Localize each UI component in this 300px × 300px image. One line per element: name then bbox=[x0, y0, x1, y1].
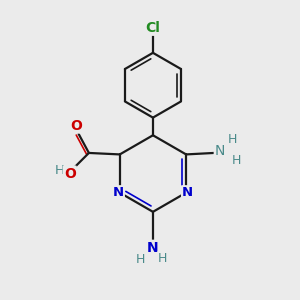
Text: H: H bbox=[228, 133, 237, 146]
Text: N: N bbox=[182, 186, 193, 199]
Text: H: H bbox=[232, 154, 241, 167]
Text: H: H bbox=[158, 252, 167, 266]
Text: H: H bbox=[55, 164, 64, 177]
Text: O: O bbox=[64, 167, 76, 181]
Text: N: N bbox=[113, 186, 124, 199]
Text: N: N bbox=[215, 145, 225, 158]
Text: Cl: Cl bbox=[146, 21, 160, 35]
Text: O: O bbox=[70, 118, 82, 133]
Text: H: H bbox=[136, 253, 145, 266]
Text: N: N bbox=[147, 241, 159, 255]
